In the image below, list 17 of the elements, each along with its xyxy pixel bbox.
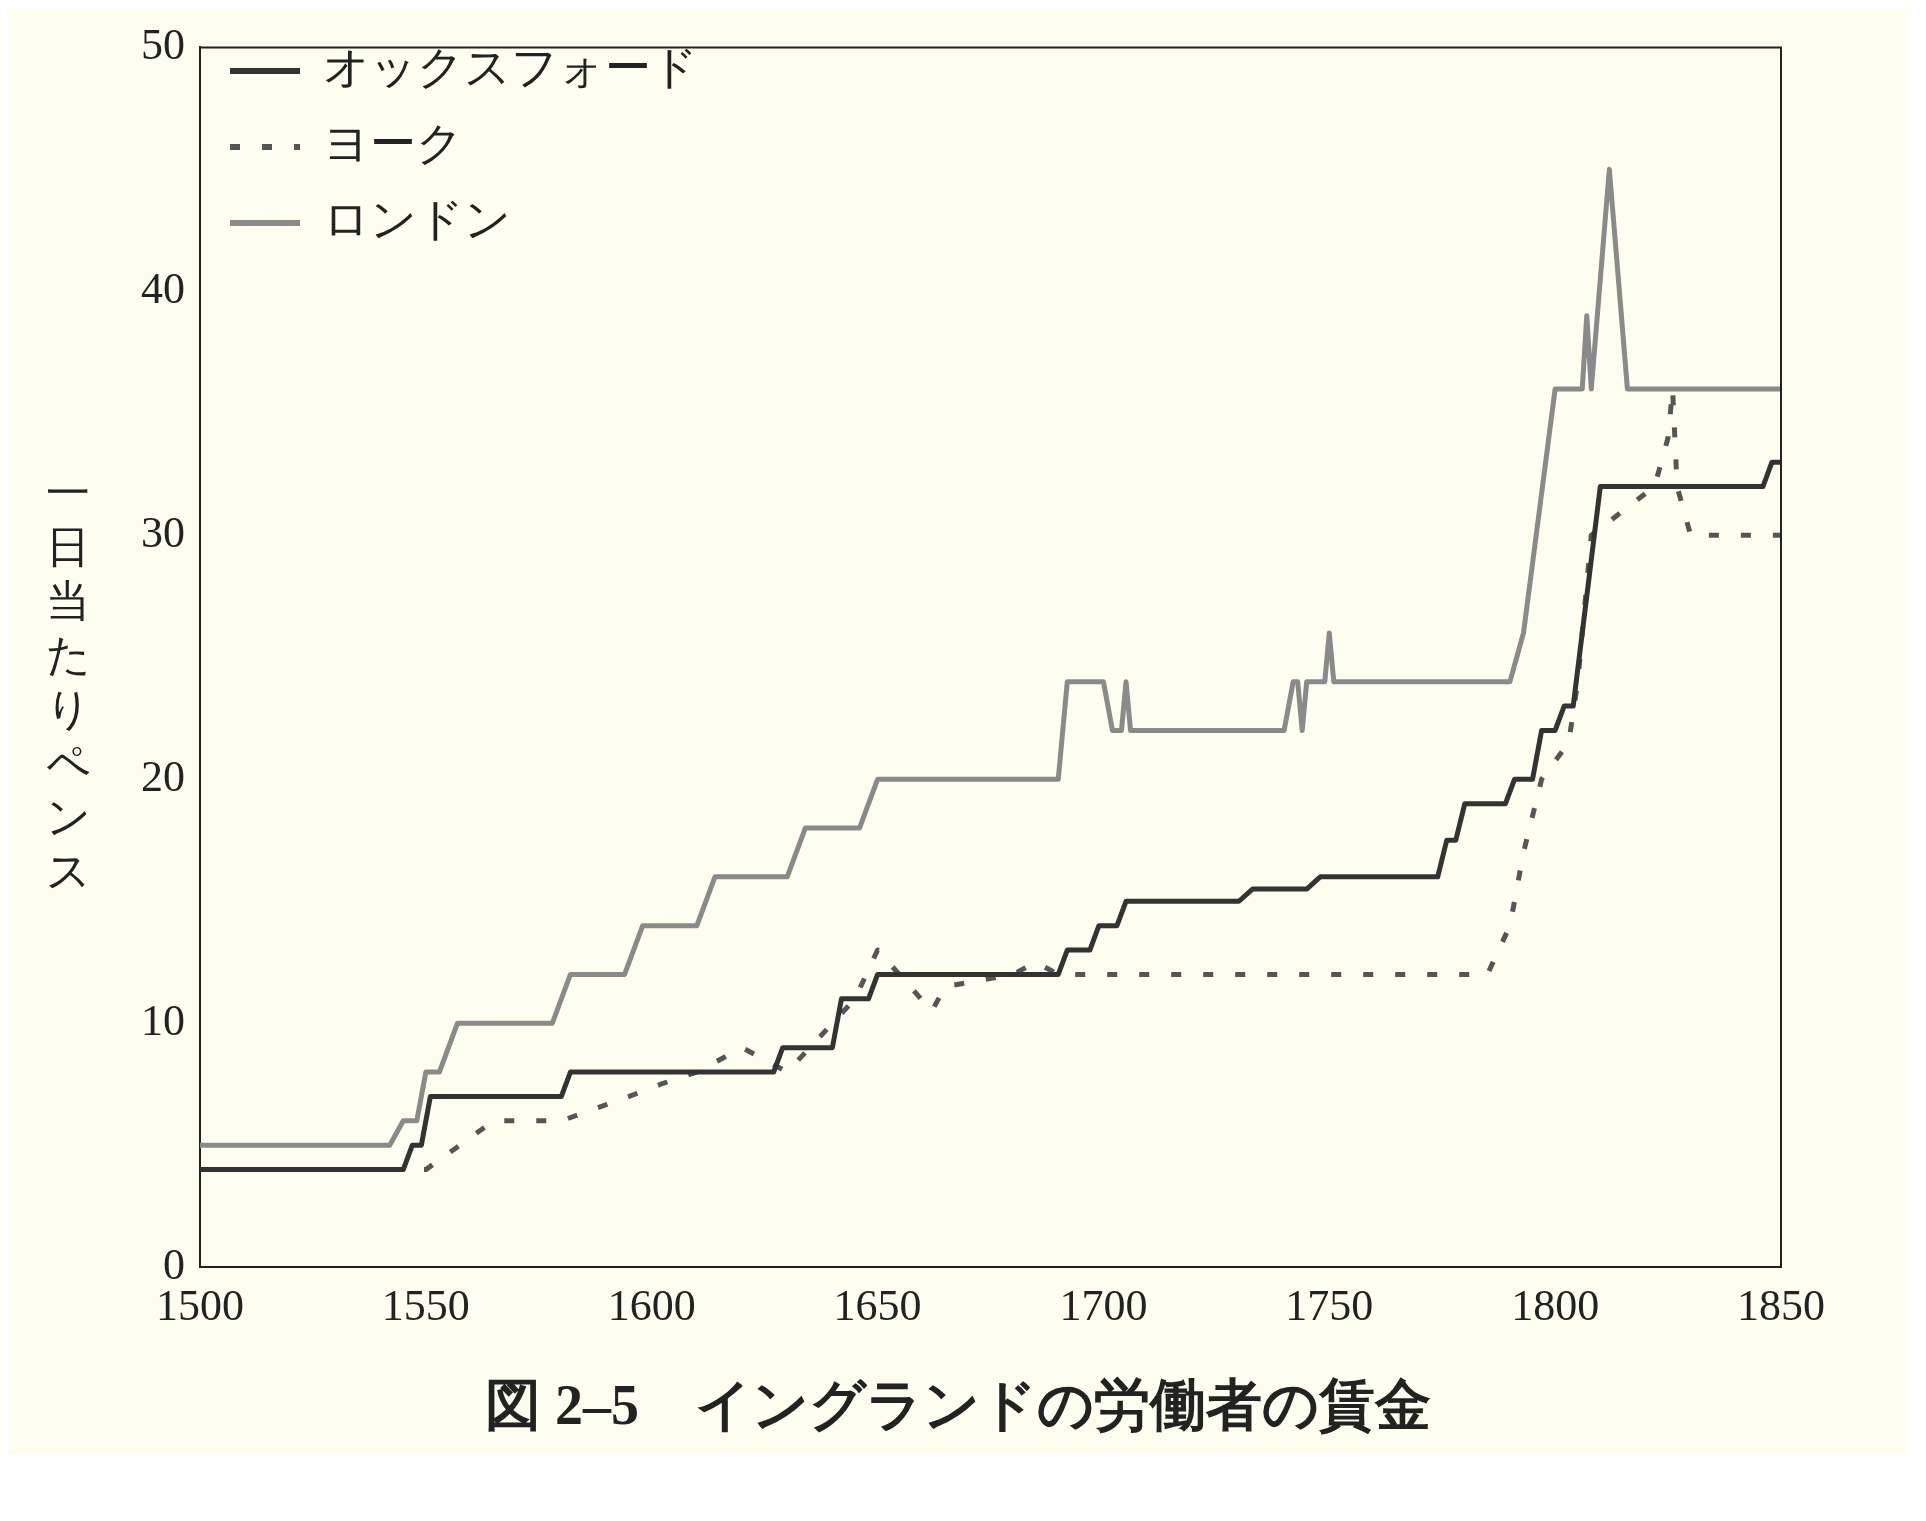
y-tick-label: 20	[141, 751, 185, 801]
legend-label: オックスフォード	[323, 42, 698, 94]
x-tick-label: 1600	[607, 1281, 696, 1331]
y-tick-label: 50	[141, 19, 185, 69]
x-tick-label: 1650	[833, 1281, 922, 1331]
y-axis-title: 一日当たりペンス	[45, 468, 91, 898]
legend-label: ヨーク	[323, 118, 463, 170]
x-tick-label: 1850	[1737, 1281, 1825, 1331]
y-tick-label: 40	[141, 263, 185, 313]
y-tick-label: 30	[141, 507, 185, 557]
x-tick-label: 1700	[1059, 1281, 1148, 1331]
x-tick-label: 1800	[1511, 1281, 1600, 1331]
y-tick-label: 10	[141, 995, 185, 1045]
x-tick-label: 1550	[381, 1281, 470, 1331]
text: 図 2–5 イングランドの労働者の賃金	[484, 1373, 1432, 1438]
legend-label: ロンドン	[323, 194, 511, 246]
x-tick-label: 1750	[1285, 1281, 1374, 1331]
